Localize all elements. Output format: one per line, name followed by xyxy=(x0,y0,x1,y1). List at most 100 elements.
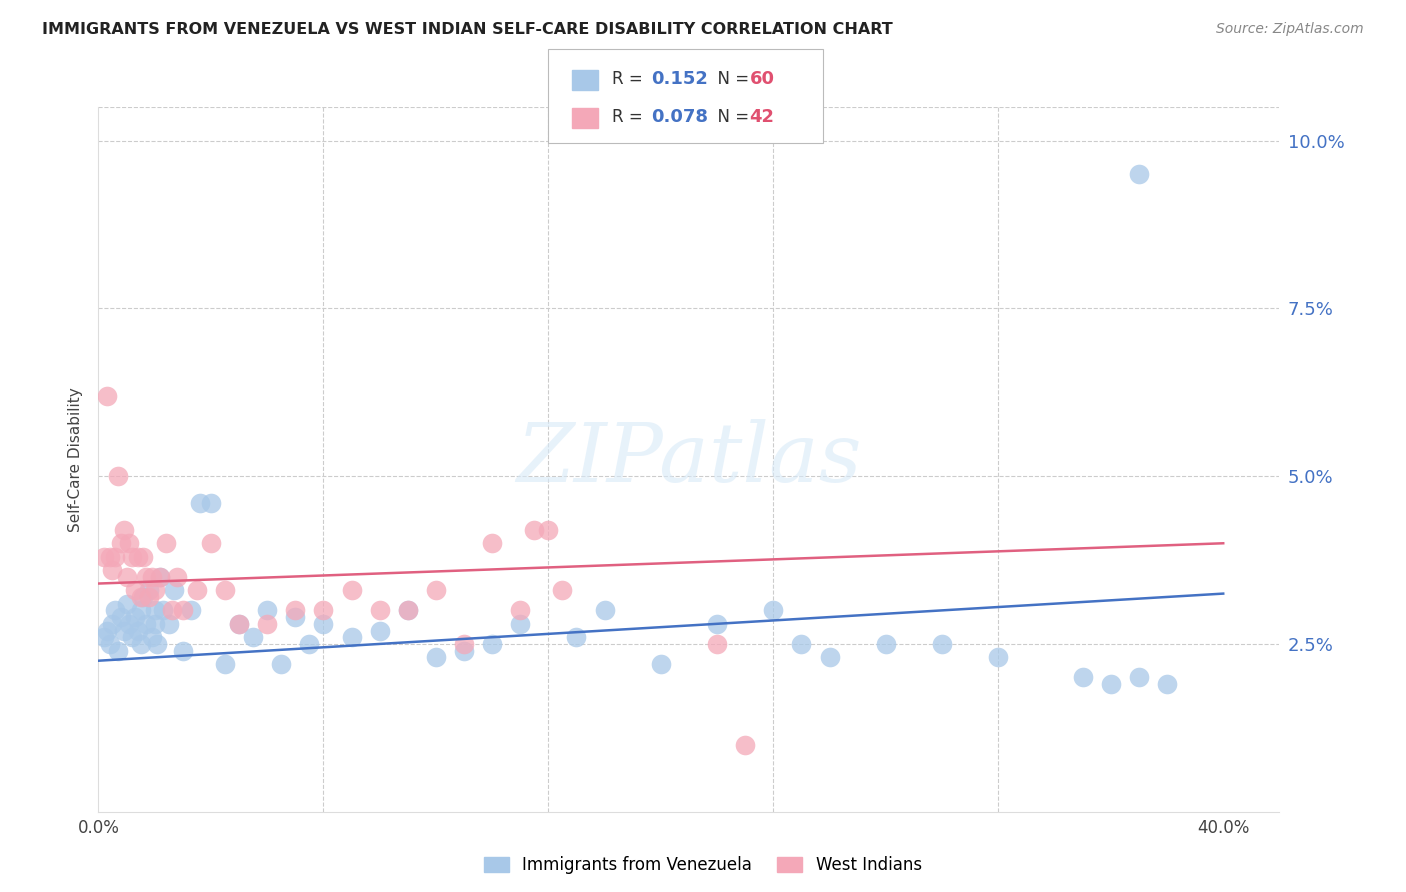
Point xyxy=(138,583,160,598)
Point xyxy=(152,603,174,617)
Point xyxy=(163,583,186,598)
Point xyxy=(138,590,160,604)
Point xyxy=(104,603,127,617)
Point xyxy=(284,603,307,617)
Text: 0.152: 0.152 xyxy=(651,70,707,88)
Point xyxy=(396,603,419,617)
Point xyxy=(214,583,236,598)
Point xyxy=(931,637,953,651)
Point xyxy=(115,570,138,584)
Point xyxy=(129,603,152,617)
Point xyxy=(425,583,447,598)
Point xyxy=(127,624,149,638)
Point xyxy=(509,616,531,631)
Point xyxy=(200,496,222,510)
Point xyxy=(537,523,560,537)
Point xyxy=(172,643,194,657)
Point xyxy=(593,603,616,617)
Point xyxy=(160,603,183,617)
Point xyxy=(368,624,391,638)
Point xyxy=(242,630,264,644)
Point xyxy=(98,637,121,651)
Point xyxy=(132,549,155,564)
Point xyxy=(523,523,546,537)
Point xyxy=(200,536,222,550)
Point xyxy=(340,583,363,598)
Point xyxy=(141,630,163,644)
Point xyxy=(706,637,728,651)
Point xyxy=(143,583,166,598)
Point xyxy=(110,536,132,550)
Point xyxy=(149,570,172,584)
Point xyxy=(118,616,141,631)
Point xyxy=(124,583,146,598)
Point xyxy=(132,590,155,604)
Point xyxy=(734,738,756,752)
Point xyxy=(298,637,321,651)
Point xyxy=(987,650,1010,665)
Point xyxy=(453,643,475,657)
Text: Source: ZipAtlas.com: Source: ZipAtlas.com xyxy=(1216,22,1364,37)
Point xyxy=(121,630,143,644)
Point xyxy=(93,549,115,564)
Point xyxy=(453,637,475,651)
Text: 60: 60 xyxy=(749,70,775,88)
Text: IMMIGRANTS FROM VENEZUELA VS WEST INDIAN SELF-CARE DISABILITY CORRELATION CHART: IMMIGRANTS FROM VENEZUELA VS WEST INDIAN… xyxy=(42,22,893,37)
Point xyxy=(1128,167,1150,181)
Point xyxy=(101,563,124,577)
Point xyxy=(312,616,335,631)
Text: N =: N = xyxy=(707,70,755,88)
Point xyxy=(270,657,292,671)
Point xyxy=(98,549,121,564)
Point xyxy=(127,549,149,564)
Point xyxy=(104,549,127,564)
Point xyxy=(143,603,166,617)
Point xyxy=(565,630,588,644)
Point xyxy=(188,496,211,510)
Point xyxy=(312,603,335,617)
Point xyxy=(256,603,278,617)
Point xyxy=(818,650,841,665)
Point xyxy=(93,630,115,644)
Text: R =: R = xyxy=(612,108,648,126)
Text: 42: 42 xyxy=(749,108,775,126)
Point xyxy=(368,603,391,617)
Point xyxy=(112,523,135,537)
Point xyxy=(481,536,503,550)
Point xyxy=(96,389,118,403)
Point xyxy=(551,583,574,598)
Text: N =: N = xyxy=(707,108,755,126)
Point xyxy=(115,597,138,611)
Point xyxy=(112,624,135,638)
Point xyxy=(141,570,163,584)
Text: 0.078: 0.078 xyxy=(651,108,709,126)
Point xyxy=(509,603,531,617)
Point xyxy=(1128,671,1150,685)
Point xyxy=(96,624,118,638)
Text: R =: R = xyxy=(612,70,648,88)
Point xyxy=(396,603,419,617)
Point xyxy=(155,536,177,550)
Point xyxy=(875,637,897,651)
Point xyxy=(124,610,146,624)
Point xyxy=(256,616,278,631)
Point xyxy=(110,610,132,624)
Point xyxy=(186,583,208,598)
Point xyxy=(107,643,129,657)
Point xyxy=(481,637,503,651)
Point xyxy=(146,637,169,651)
Point xyxy=(135,616,157,631)
Point xyxy=(425,650,447,665)
Point xyxy=(180,603,202,617)
Y-axis label: Self-Care Disability: Self-Care Disability xyxy=(67,387,83,532)
Point xyxy=(149,570,172,584)
Point xyxy=(107,469,129,483)
Point xyxy=(1071,671,1094,685)
Point xyxy=(121,549,143,564)
Point xyxy=(706,616,728,631)
Point xyxy=(101,616,124,631)
Point xyxy=(284,610,307,624)
Point xyxy=(157,616,180,631)
Point xyxy=(166,570,188,584)
Point xyxy=(135,570,157,584)
